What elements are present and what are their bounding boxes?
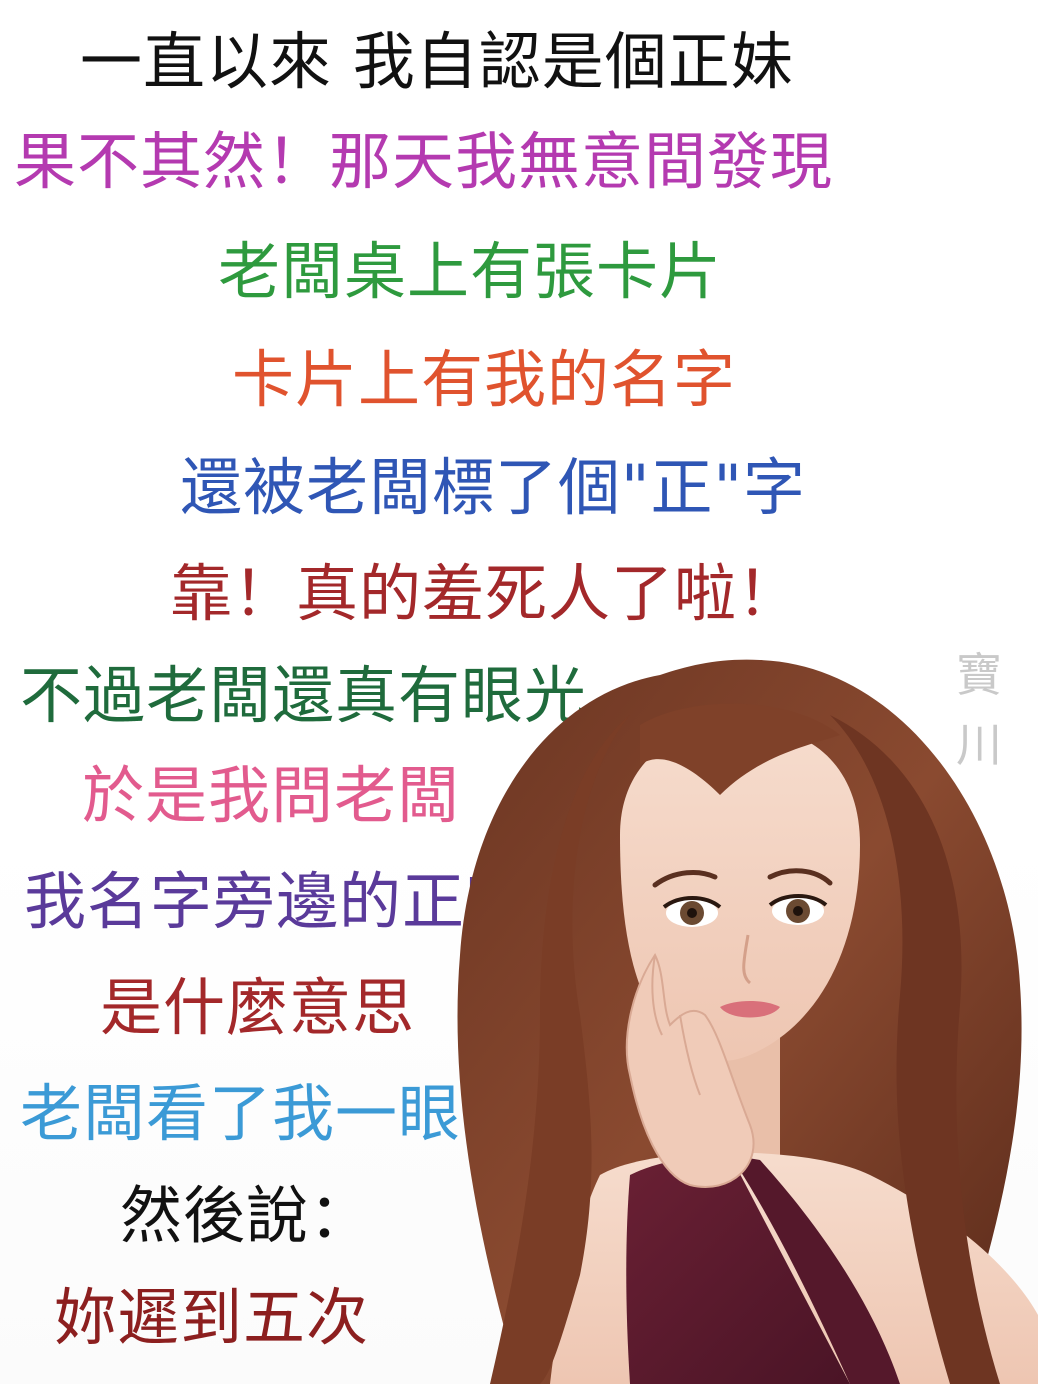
text-line-12: 然後說： xyxy=(120,1179,373,1252)
text-line-13: 妳遲到五次 xyxy=(54,1281,370,1354)
right-eyebrow xyxy=(767,868,833,886)
woman-illustration xyxy=(457,659,1038,1384)
text-line-3: 老闆桌上有張卡片 xyxy=(218,235,723,308)
right-eye-pupil xyxy=(793,906,803,916)
text-line-6: 靠！真的羞死人了啦！ xyxy=(170,557,801,630)
right-eye-lash xyxy=(768,894,828,907)
watermark: 寶 川 xyxy=(944,640,1014,780)
text-line-8: 於是我問老闆 xyxy=(82,759,461,832)
text-line-4: 卡片上有我的名字 xyxy=(232,343,737,416)
hand-shape xyxy=(625,953,755,1188)
face-shape xyxy=(620,725,860,1061)
bangs-shape xyxy=(640,703,840,795)
text-line-7: 不過老闆還真有眼光 xyxy=(20,659,588,732)
text-line-11: 老闆看了我一眼 xyxy=(20,1077,462,1150)
left-eyebrow xyxy=(652,870,718,888)
front-hair-left xyxy=(490,715,630,1384)
finger-line-1 xyxy=(651,954,663,1036)
text-line-9: 我名字旁邊的正字 xyxy=(24,865,529,938)
text-line-5: 還被老闆標了個"正"字 xyxy=(180,451,807,524)
text-line-1: 一直以來 我自認是個正妹 xyxy=(80,25,794,98)
watermark-char-2: 川 xyxy=(956,718,1002,772)
text-line-10: 是什麼意思 xyxy=(100,971,416,1044)
text-line-2: 果不其然！那天我無意間發現 xyxy=(14,125,834,198)
top-garment-strap xyxy=(730,1155,900,1384)
front-hair-right xyxy=(830,715,1000,1384)
left-eye-pupil xyxy=(687,908,697,918)
top-garment-shape xyxy=(626,1155,850,1384)
left-eye-lash xyxy=(662,896,722,909)
watermark-char-1: 寶 xyxy=(956,648,1002,702)
finger-line-2 xyxy=(679,1014,701,1096)
nose xyxy=(742,934,752,985)
lips xyxy=(720,1001,780,1018)
